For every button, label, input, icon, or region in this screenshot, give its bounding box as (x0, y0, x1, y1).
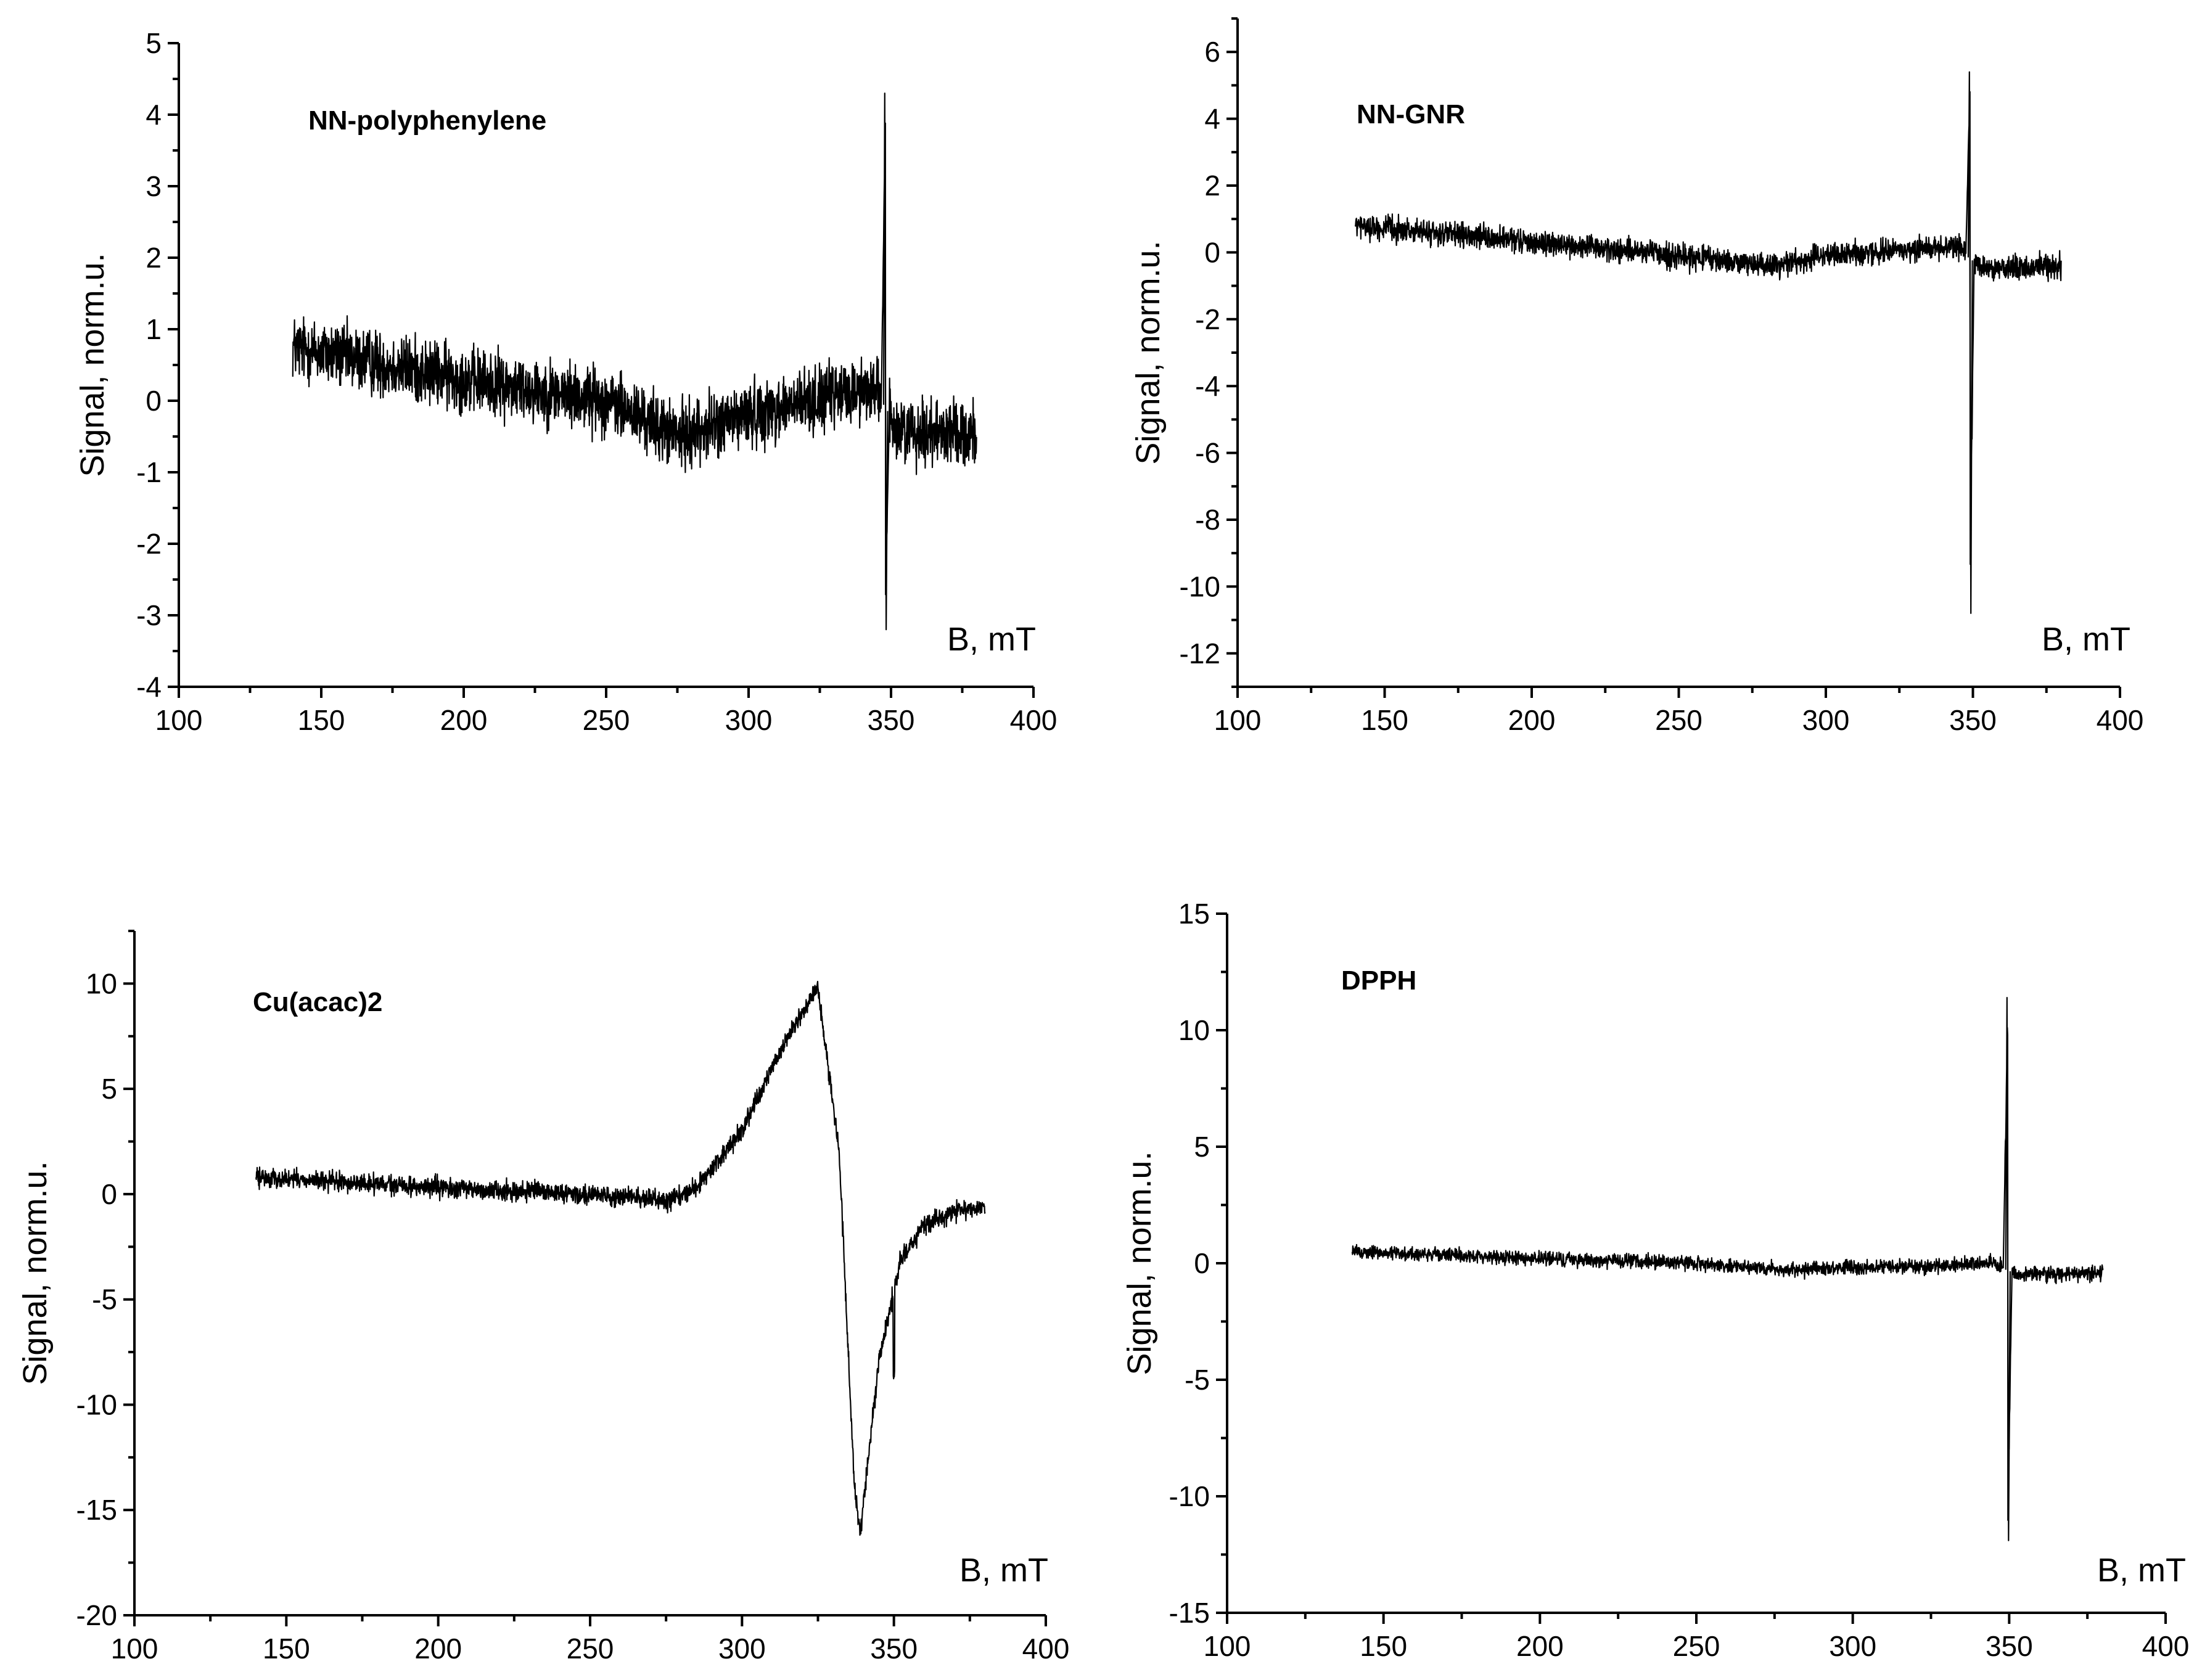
y-tick-label: 0 (1194, 1247, 1210, 1279)
y-tick-label: -4 (1195, 370, 1220, 402)
chart-panel-2: 100 150 200 250 300 350 400 -12 -10 -8 -6 -4 -2 0 2 4 6 S… (1130, 17, 2144, 736)
x-tick-label: 150 (263, 1633, 310, 1665)
x-tick-label: 150 (298, 704, 345, 736)
x-tick-label: 250 (1673, 1630, 1720, 1662)
y-tick-label: 0 (1204, 236, 1220, 268)
y-tick-label: 10 (1178, 1014, 1210, 1046)
sample-label: NN-polyphenylene (308, 105, 546, 136)
x-tick-label: 200 (1516, 1630, 1564, 1662)
x-tick-label: 300 (725, 704, 773, 736)
y-tick-label: 2 (1204, 170, 1220, 202)
signal-trace (255, 980, 986, 1536)
y-tick-label: 5 (146, 27, 162, 59)
y-tick-label: 4 (146, 99, 162, 131)
y-axis-title: Signal, norm.u. (74, 253, 111, 477)
sample-label: DPPH (1341, 965, 1416, 996)
y-tick-label: -3 (136, 599, 162, 631)
y-tick-label: -10 (76, 1388, 117, 1420)
signal-trace (1354, 71, 2062, 614)
y-tick-label: -15 (1169, 1597, 1210, 1629)
y-tick-label: -4 (136, 671, 162, 703)
x-tick-label: 350 (1986, 1630, 2033, 1662)
y-tick-label: 0 (146, 385, 162, 417)
y-tick-label: 10 (86, 967, 117, 999)
x-axis-title: B, mT (947, 621, 1036, 658)
x-tick-label: 100 (111, 1633, 158, 1665)
y-tick-label: 3 (146, 170, 162, 202)
x-tick-label: 400 (2097, 704, 2144, 736)
x-axis-title: B, mT (2042, 621, 2130, 658)
chart-panel-1: 100 150 200 250 300 350 400 -4 -3 -2 -1 0 1 2 3 4 5 Signa… (74, 27, 1057, 736)
chart-panel-4: 100 150 200 250 300 350 400 -15 -10 -5 0 5 10 15 Signa… (1121, 898, 2189, 1662)
y-tick-label: -10 (1169, 1480, 1210, 1512)
x-tick-label: 200 (414, 1633, 462, 1665)
sample-label: Cu(acac)2 (253, 987, 382, 1017)
y-tick-label: -2 (136, 528, 162, 560)
x-tick-label: 400 (1010, 704, 1058, 736)
x-tick-label: 150 (1360, 1630, 1407, 1662)
x-tick-label: 200 (440, 704, 488, 736)
signal-trace (292, 92, 977, 631)
x-tick-label: 100 (1214, 704, 1262, 736)
x-tick-label: 300 (1829, 1630, 1876, 1662)
sample-label: NN-GNR (1357, 99, 1465, 129)
y-tick-label: -12 (1180, 637, 1220, 670)
y-tick-label: -1 (136, 456, 162, 488)
x-tick-label: 350 (868, 704, 915, 736)
x-tick-label: 350 (870, 1633, 918, 1665)
x-tick-label: 250 (583, 704, 630, 736)
y-tick-label: -2 (1195, 303, 1220, 335)
y-tick-label: 1 (146, 313, 162, 345)
x-axis-title: B, mT (2097, 1552, 2186, 1589)
x-tick-label: 300 (1802, 704, 1850, 736)
y-tick-label: -20 (76, 1599, 117, 1631)
y-tick-label: 5 (101, 1073, 117, 1105)
y-tick-label: 0 (101, 1178, 117, 1210)
x-tick-label: 400 (2142, 1630, 2190, 1662)
y-tick-label: -5 (92, 1284, 117, 1316)
y-tick-label: -8 (1195, 504, 1220, 536)
y-tick-label: 2 (146, 242, 162, 274)
y-axis-title: Signal, norm.u. (1130, 240, 1167, 464)
y-tick-label: -6 (1195, 437, 1220, 469)
x-tick-label: 350 (1949, 704, 1997, 736)
y-tick-label: -15 (76, 1494, 117, 1526)
x-tick-label: 250 (1655, 704, 1703, 736)
y-tick-label: -10 (1180, 570, 1220, 602)
y-tick-label: 4 (1204, 103, 1220, 135)
y-axis-title: Signal, norm.u. (1121, 1151, 1158, 1375)
x-tick-label: 100 (1204, 1630, 1251, 1662)
y-tick-label: 15 (1178, 898, 1210, 930)
x-tick-label: 400 (1022, 1633, 1070, 1665)
chart-panel-3: 100 150 200 250 300 350 400 -20 -15 -10 -5 0 5 10 Sign… (17, 930, 1070, 1665)
x-tick-label: 250 (567, 1633, 614, 1665)
y-tick-label: -5 (1185, 1364, 1210, 1396)
y-axis-title: Signal, norm.u. (17, 1161, 54, 1385)
signal-trace (1351, 997, 2104, 1541)
x-tick-label: 100 (155, 704, 203, 736)
x-tick-label: 150 (1361, 704, 1408, 736)
x-tick-label: 200 (1508, 704, 1556, 736)
y-tick-label: 6 (1204, 36, 1220, 68)
x-axis-title: B, mT (959, 1552, 1048, 1589)
x-tick-label: 300 (718, 1633, 766, 1665)
y-tick-label: 5 (1194, 1131, 1210, 1163)
